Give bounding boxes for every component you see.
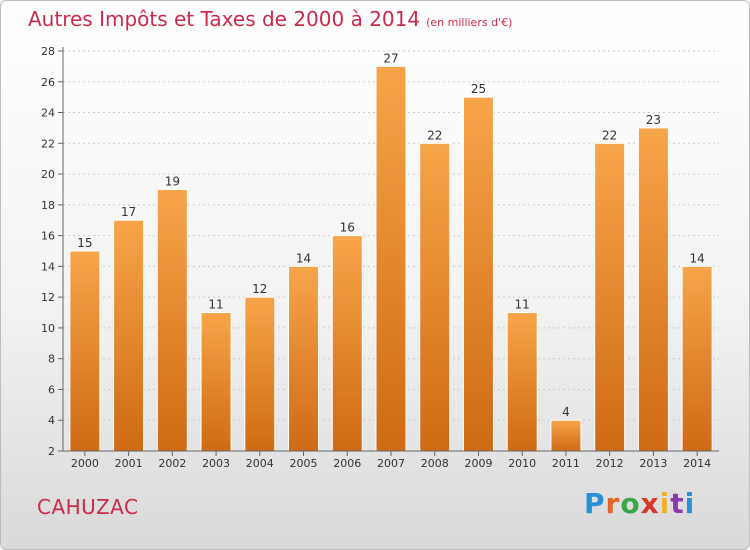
y-tick-label: 6: [48, 383, 55, 396]
x-tick-label: 2013: [639, 457, 667, 470]
x-tick-label: 2011: [552, 457, 580, 470]
bar-2007: [375, 65, 407, 452]
x-tick-label: 2002: [158, 457, 186, 470]
bar-2002: [156, 188, 188, 452]
x-tick-label: 2001: [115, 457, 143, 470]
y-tick-label: 14: [41, 260, 55, 273]
logo-letter: t: [670, 487, 685, 520]
bar-2014: [681, 265, 713, 452]
logo-letter: P: [584, 487, 606, 520]
y-tick-label: 4: [48, 414, 55, 427]
x-tick-label: 2006: [333, 457, 361, 470]
unit-note: (en milliers d'€): [426, 16, 513, 29]
bar-2005: [288, 265, 320, 452]
title-text: Autres Impôts et Taxes de 2000 à 2014: [28, 7, 421, 31]
y-tick-label: 26: [41, 76, 55, 89]
data-label: 12: [252, 282, 267, 296]
bar-2013: [637, 127, 669, 452]
bar-2008: [419, 142, 451, 452]
y-tick-label: 28: [41, 45, 55, 58]
bar-2009: [462, 96, 494, 452]
logo-letter: i: [684, 487, 696, 520]
x-tick-label: 2005: [290, 457, 318, 470]
y-tick-label: 8: [48, 353, 55, 366]
bar-2001: [113, 219, 145, 452]
bar-2010: [506, 312, 538, 452]
x-tick-label: 2010: [508, 457, 536, 470]
bar-2006: [331, 235, 363, 452]
logo-letter: i: [659, 487, 671, 520]
commune-name: CAHUZAC: [37, 495, 139, 519]
data-label: 11: [208, 298, 223, 312]
x-tick-label: 2012: [596, 457, 624, 470]
y-tick-label: 18: [41, 199, 55, 212]
x-tick-label: 2004: [246, 457, 274, 470]
data-label: 22: [602, 128, 617, 142]
logo-letter: o: [620, 487, 641, 520]
data-label: 11: [515, 298, 530, 312]
data-label: 22: [427, 128, 442, 142]
data-label: 27: [383, 51, 398, 65]
logo-letter: r: [605, 487, 621, 520]
bars: 15 17 19 11 12 14 16 27 22 25 11 4 22 23 14: [69, 51, 713, 452]
x-tick-label: 2014: [683, 457, 711, 470]
proxiti-logo: Proxiti: [584, 487, 695, 520]
y-tick-label: 22: [41, 137, 55, 150]
data-label: 17: [121, 205, 136, 219]
data-label: 23: [646, 113, 661, 127]
bar-2012: [594, 142, 626, 452]
data-label: 16: [340, 221, 355, 235]
bar-2000: [69, 250, 101, 452]
logo-letter: x: [640, 487, 660, 520]
data-label: 25: [471, 82, 486, 96]
y-tick-label: 10: [41, 322, 55, 335]
y-tick-label: 12: [41, 291, 55, 304]
x-tick-label: 2008: [421, 457, 449, 470]
bar-2003: [200, 312, 232, 452]
x-tick-label: 2007: [377, 457, 405, 470]
x-tick-label: 2009: [464, 457, 492, 470]
data-label: 14: [296, 251, 311, 265]
data-label: 4: [562, 405, 570, 419]
y-tick-label: 20: [41, 168, 55, 181]
data-label: 19: [165, 174, 180, 188]
data-label: 14: [689, 251, 704, 265]
chart-title: Autres Impôts et Taxes de 2000 à 2014 (en…: [28, 7, 512, 31]
x-tick-label: 2003: [202, 457, 230, 470]
y-tick-label: 16: [41, 230, 55, 243]
data-label: 15: [77, 236, 92, 250]
y-tick-label: 2: [48, 445, 55, 458]
y-tick-label: 24: [41, 107, 55, 120]
x-tick-label: 2000: [71, 457, 99, 470]
bar-2004: [244, 296, 276, 452]
bar-2011: [550, 419, 582, 452]
